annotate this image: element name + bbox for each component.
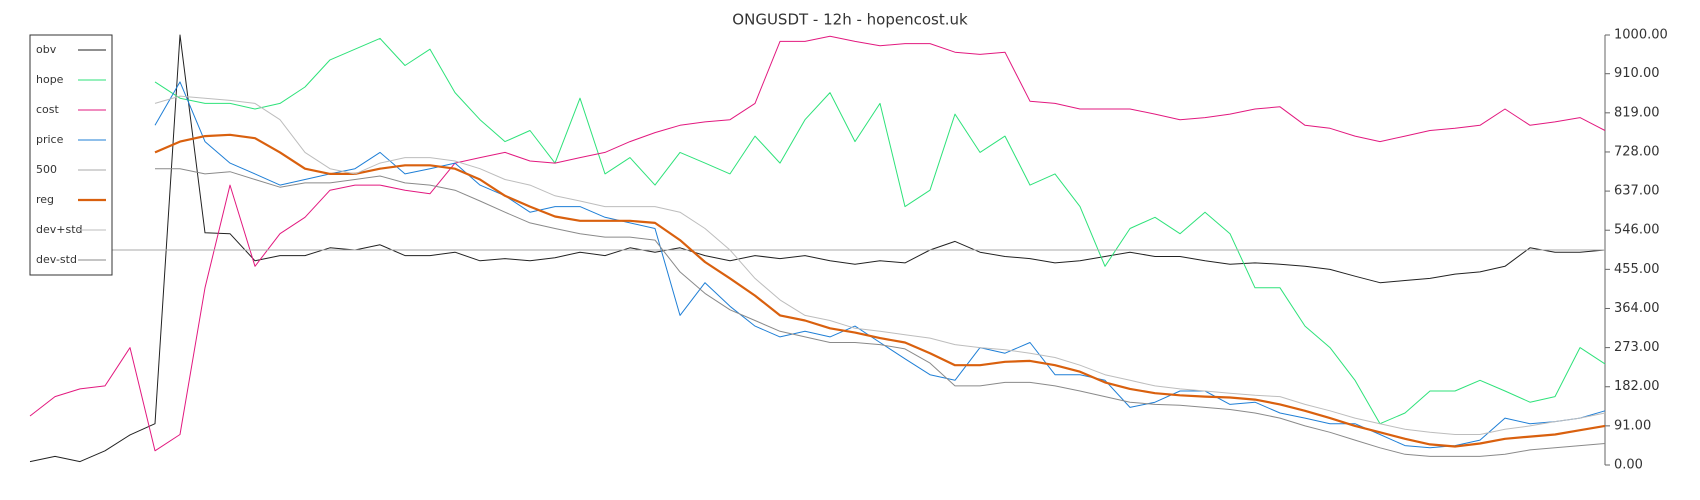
y-tick-label: 1000.00 xyxy=(1614,28,1668,43)
y-tick-label: 182.00 xyxy=(1614,379,1660,394)
legend-label: dev+std xyxy=(36,223,83,236)
y-tick-label: 910.00 xyxy=(1614,66,1660,81)
legend-label: price xyxy=(36,133,64,146)
legend-label: cost xyxy=(36,103,60,116)
legend-label: dev-std xyxy=(36,253,77,266)
series-line xyxy=(155,168,1606,457)
series-line xyxy=(154,81,1606,449)
y-tick-label: 819.00 xyxy=(1614,105,1660,120)
y-tick-label: 364.00 xyxy=(1614,301,1660,316)
series-line xyxy=(29,34,1606,463)
legend-box xyxy=(29,34,113,276)
legend-label: reg xyxy=(36,193,54,206)
legend-label: hope xyxy=(36,73,64,86)
y-tick-label: 546.00 xyxy=(1614,223,1660,238)
y-tick-label: 91.00 xyxy=(1614,418,1651,433)
series-line xyxy=(154,95,1606,435)
legend-label: obv xyxy=(36,43,57,56)
y-tick-label: 273.00 xyxy=(1614,340,1660,355)
series-line xyxy=(29,35,1606,452)
y-tick-label: 0.00 xyxy=(1614,458,1643,473)
chart-title: ONGUSDT - 12h - hopencost.uk xyxy=(732,11,968,29)
series-line xyxy=(154,133,1606,448)
y-tick-label: 455.00 xyxy=(1614,262,1660,277)
legend-label: 500 xyxy=(36,163,57,176)
series-line xyxy=(154,37,1606,425)
y-tick-label: 728.00 xyxy=(1614,144,1660,159)
y-tick-label: 637.00 xyxy=(1614,184,1660,199)
